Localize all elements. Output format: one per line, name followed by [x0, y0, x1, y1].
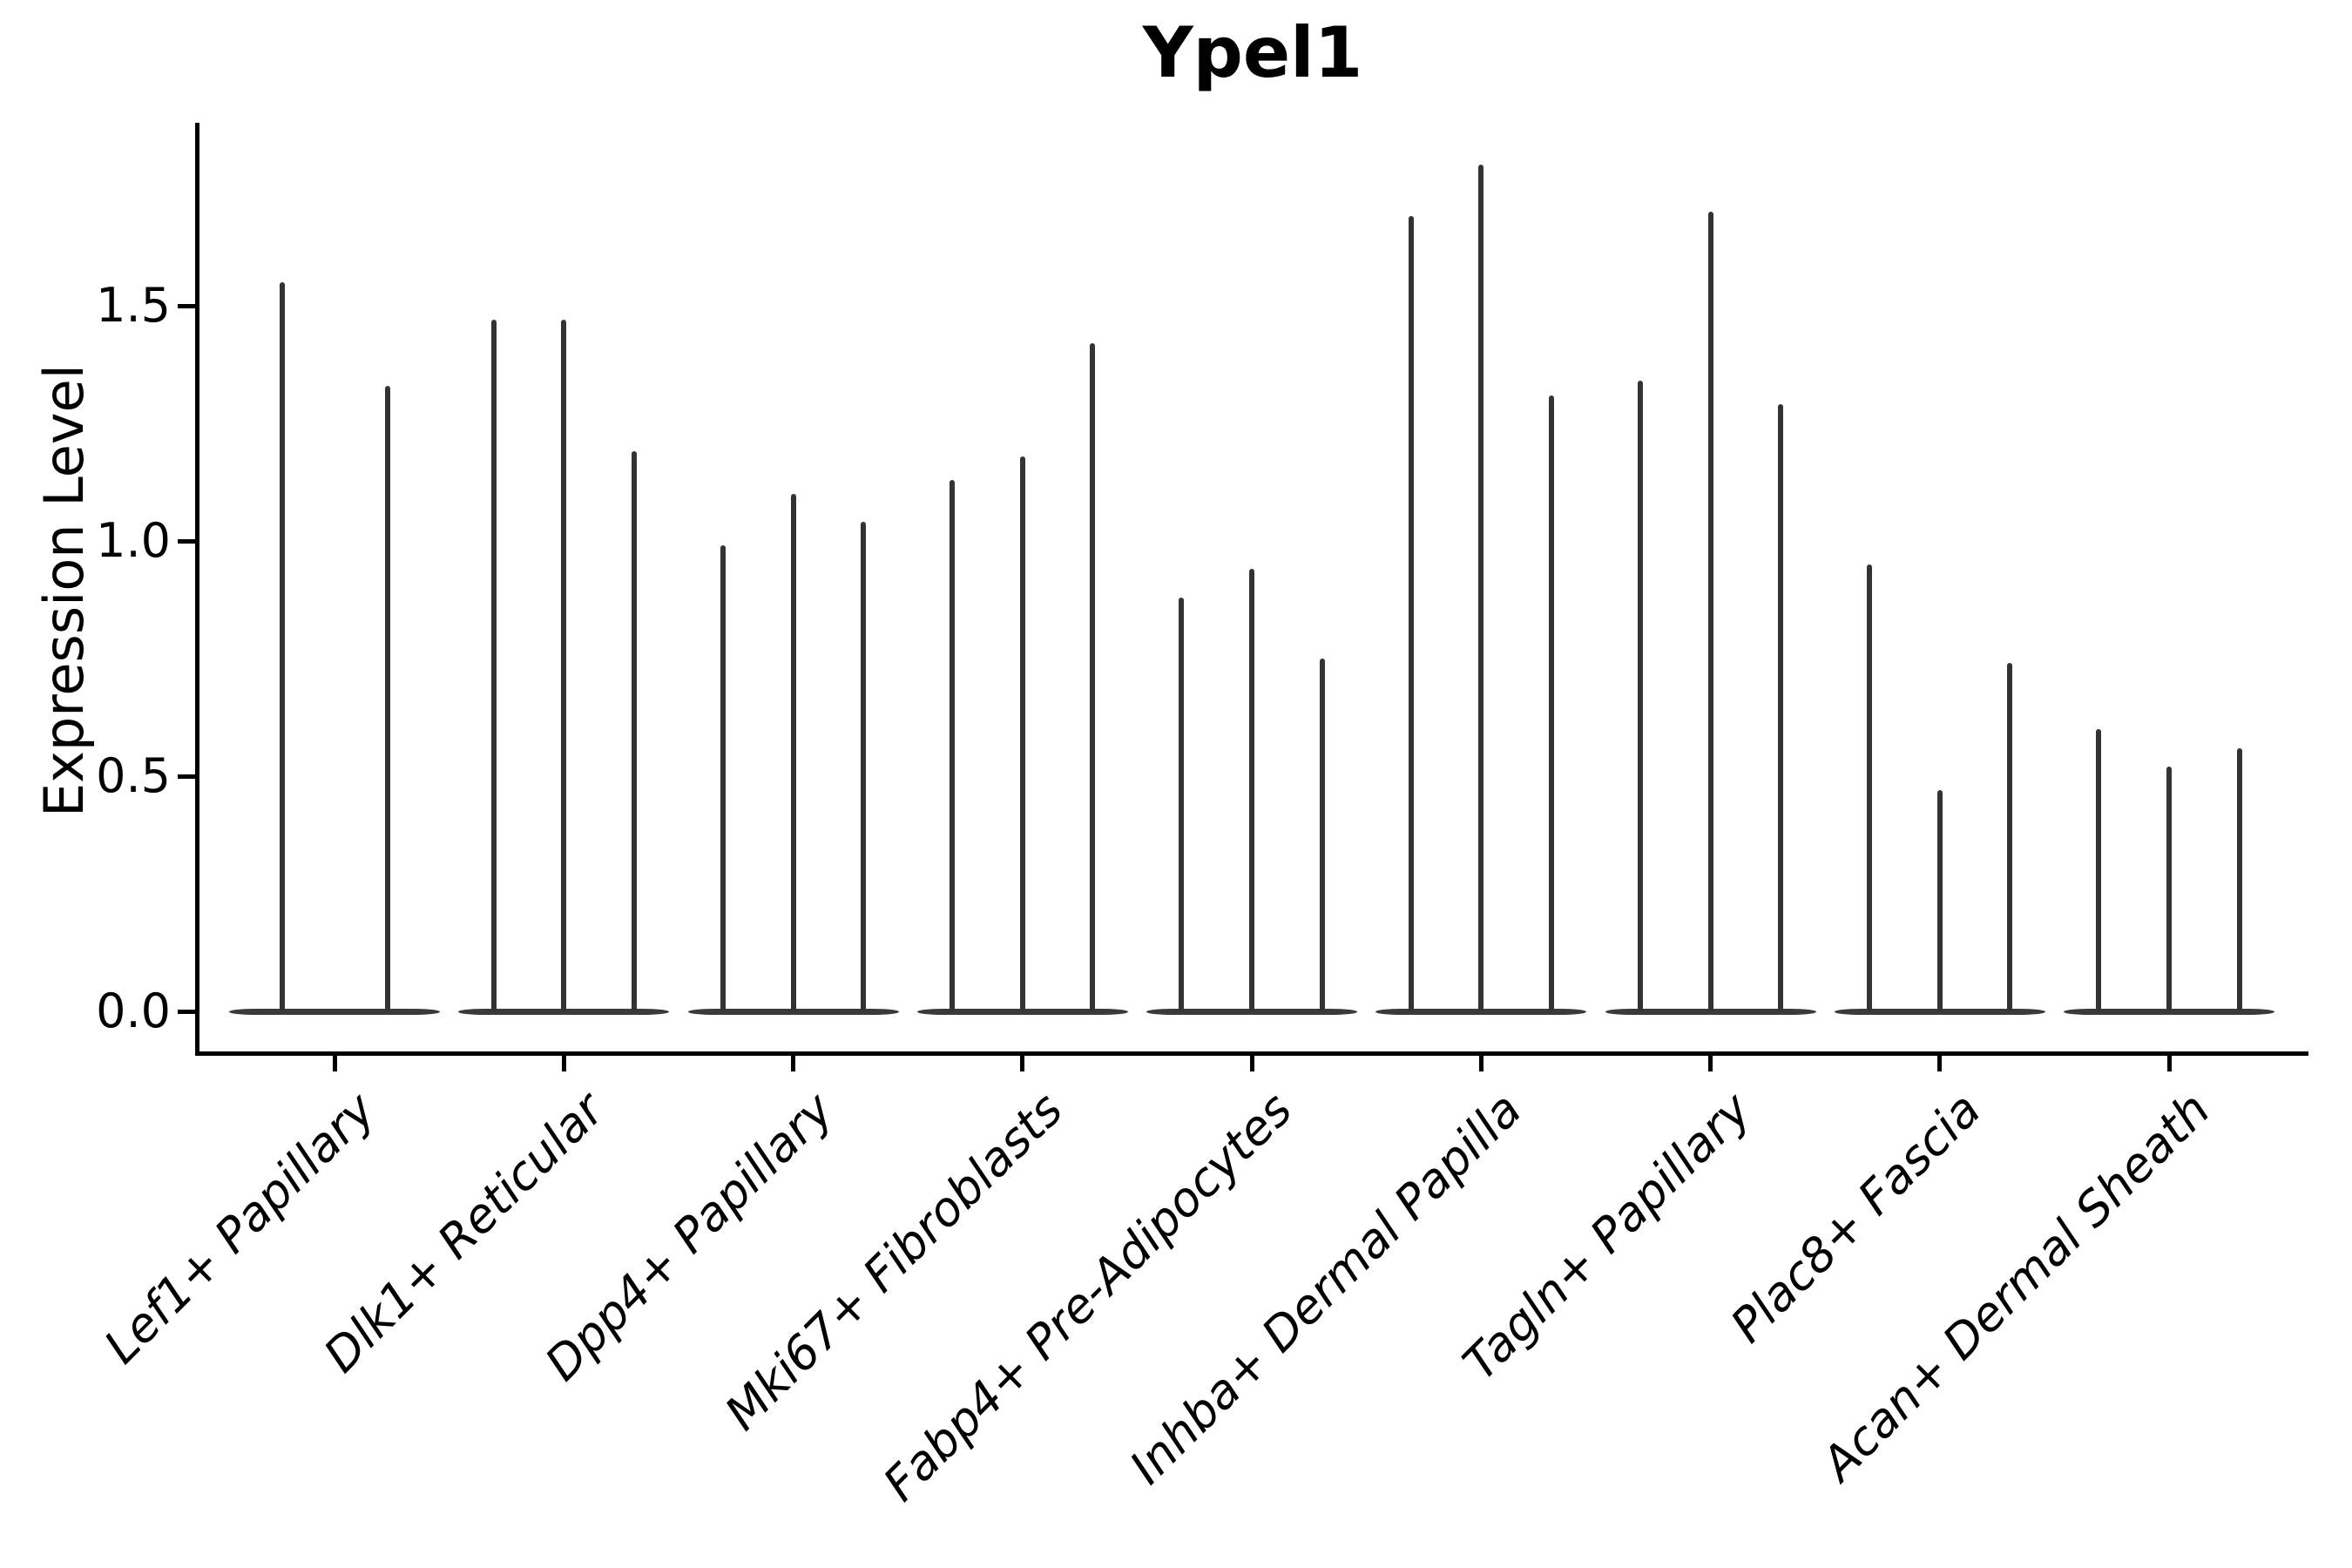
- x-tick-label category-label: Acan+ Dermal Sheath: [1810, 1082, 2220, 1491]
- y-tick-label: 1.5: [96, 278, 171, 333]
- violin-spike: [1637, 381, 1643, 1011]
- violin-spike: [861, 522, 867, 1011]
- y-tick-mark: [178, 774, 195, 779]
- x-tick-mark: [2166, 1056, 2172, 1071]
- violin-spike: [1778, 404, 1784, 1011]
- violin-spike: [490, 320, 497, 1011]
- violin-base: [687, 1008, 899, 1015]
- violin-spike: [1936, 790, 1943, 1011]
- violin-spike: [790, 494, 796, 1011]
- violin-spike: [2096, 729, 2102, 1011]
- violin-spike: [950, 479, 956, 1011]
- violin-spike: [1019, 456, 1025, 1011]
- violin-spike: [1548, 395, 1554, 1011]
- plot-title: Ypel1: [1142, 12, 1363, 93]
- y-axis-spine: [195, 123, 199, 1056]
- x-tick-label category-label: Inhba+ Dermal Papilla: [1119, 1082, 1532, 1495]
- violin-spike: [2007, 663, 2013, 1011]
- violin-base: [229, 1008, 440, 1015]
- violin-spike: [1319, 659, 1325, 1011]
- x-tick-mark: [561, 1056, 566, 1071]
- violin-base: [1605, 1008, 1816, 1015]
- violin-spike: [1478, 165, 1484, 1011]
- violin-base: [2064, 1008, 2274, 1015]
- violin-base: [916, 1008, 1128, 1015]
- x-axis-spine: [195, 1051, 2308, 1056]
- x-tick-mark: [1020, 1056, 1025, 1071]
- y-tick-label: 1.0: [96, 513, 171, 568]
- violin-base: [1834, 1008, 2045, 1015]
- x-tick-mark: [1478, 1056, 1484, 1071]
- x-tick-mark: [1708, 1056, 1713, 1071]
- violin-base: [1375, 1008, 1587, 1015]
- x-tick-mark: [332, 1056, 337, 1071]
- violin-spike: [1408, 216, 1414, 1011]
- violin-spike: [1707, 212, 1713, 1011]
- violin-spike: [1090, 343, 1096, 1011]
- violin-spike: [2236, 747, 2242, 1011]
- violin-spike: [384, 385, 390, 1011]
- violin-spike: [1867, 564, 1873, 1011]
- y-tick-mark: [178, 303, 195, 308]
- y-tick-label: 0.5: [96, 748, 171, 803]
- violin-spike: [631, 451, 637, 1011]
- x-tick-mark: [791, 1056, 795, 1071]
- x-tick-mark: [1249, 1056, 1254, 1071]
- violin-spike: [1249, 569, 1254, 1011]
- x-tick-mark: [1937, 1056, 1943, 1071]
- violin-base: [458, 1008, 670, 1015]
- violin-spike: [720, 545, 726, 1011]
- violin-spike: [1179, 597, 1185, 1011]
- x-tick-label category-label: Fabp4+ Pre-Adipocytes: [873, 1082, 1303, 1512]
- y-tick-mark: [178, 1009, 195, 1014]
- violin-spike: [279, 282, 285, 1011]
- violin-spike: [561, 320, 567, 1011]
- violin-base: [1146, 1008, 1357, 1015]
- y-tick-mark: [178, 538, 195, 544]
- violin-spike: [2166, 767, 2172, 1011]
- y-tick-label: 0.0: [96, 983, 171, 1038]
